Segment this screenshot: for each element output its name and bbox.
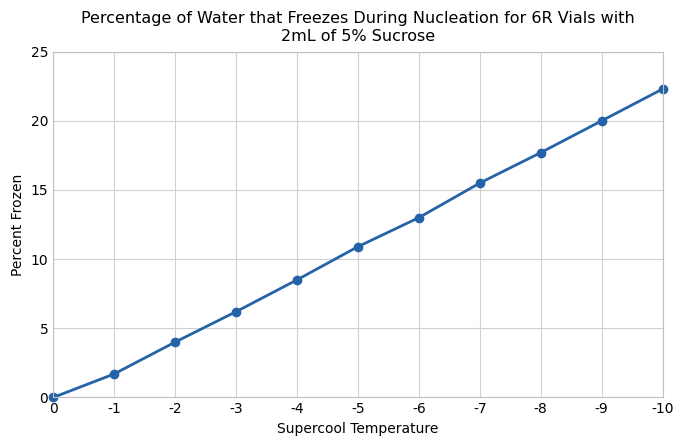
- Y-axis label: Percent Frozen: Percent Frozen: [11, 173, 25, 276]
- Title: Percentage of Water that Freezes During Nucleation for 6R Vials with
2mL of 5% S: Percentage of Water that Freezes During …: [81, 11, 635, 43]
- X-axis label: Supercool Temperature: Supercool Temperature: [277, 422, 438, 436]
